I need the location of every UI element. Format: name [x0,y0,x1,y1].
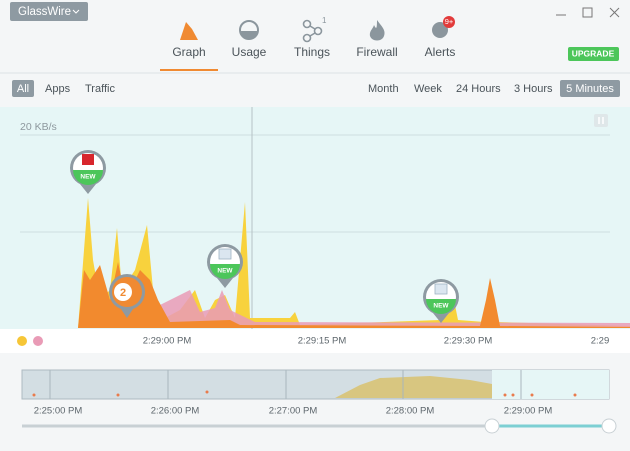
filter[interactable]: Apps [45,83,71,95]
scale-label: 20 KB/s [20,121,57,133]
group-marker[interactable] [109,274,145,318]
maximize[interactable] [582,7,593,18]
overview-time-label: 2:28:00 PM [386,406,435,417]
range[interactable]: 5 Minutes [566,83,614,95]
overview-events [32,390,577,397]
alerts-badge [443,16,455,28]
marker-label: NEW [217,268,233,275]
time-label: 2:29:15 PM [298,336,347,347]
app-menu-button[interactable] [10,2,88,21]
alerts-icon[interactable] [432,22,448,38]
tab-label[interactable]: Firewall [356,45,397,59]
graph-icon[interactable] [180,22,198,40]
traffic-area-pink [90,270,630,328]
group-count: 2 [120,287,126,299]
slider-handle[interactable] [484,418,500,434]
tab-label[interactable]: Alerts [425,45,456,59]
filter[interactable]: Traffic [85,83,115,95]
app-marker[interactable] [70,150,106,194]
overview-area [335,376,492,398]
range-selected[interactable] [560,80,620,97]
overview-time-label: 2:26:00 PM [151,406,200,417]
range[interactable]: 3 Hours [514,83,553,95]
slider-handle[interactable] [601,418,617,434]
tab-label[interactable]: Things [294,45,330,59]
traffic-area-orange [78,262,630,328]
overview-dividers [49,370,522,399]
marker-label: NEW [433,303,449,310]
close[interactable] [609,7,620,18]
range[interactable]: Week [414,83,442,95]
upgrade-label: UPGRADE [572,48,615,58]
firewall-icon[interactable] [369,20,385,41]
pause-button[interactable] [594,114,608,127]
download-legend [17,336,27,346]
overview-selection[interactable] [492,370,609,399]
filter[interactable]: All [17,83,29,95]
overview-time-label: 2:29:00 PM [504,406,553,417]
active-tab-underline [160,69,218,71]
tab-label[interactable]: Graph [172,45,205,59]
range[interactable]: 24 Hours [456,83,501,95]
time-label: 2:29:00 PM [143,336,192,347]
filter-selected[interactable] [12,80,34,97]
overview-time-label: 2:25:00 PM [34,406,83,417]
upload-legend [33,336,43,346]
things-icon[interactable] [302,19,323,43]
things-badge: 1 [322,16,327,25]
time-label: 2:29:30 PM [444,336,493,347]
pause-icon [598,117,604,124]
dropdown-arrow [72,9,80,14]
tab-label[interactable]: Usage [232,45,267,59]
marker-label: NEW [80,174,96,181]
app-marker[interactable] [423,279,459,323]
overview-time-label: 2:27:00 PM [269,406,318,417]
alerts-badge-text: 9+ [445,17,454,26]
range[interactable]: Month [368,83,399,95]
time-label: 2:29 [591,336,610,347]
app-name: GlassWire [18,6,71,18]
usage-icon-fill [241,31,257,39]
upgrade-button[interactable] [568,47,619,61]
app-marker[interactable] [207,244,243,288]
time-axis [0,329,630,353]
